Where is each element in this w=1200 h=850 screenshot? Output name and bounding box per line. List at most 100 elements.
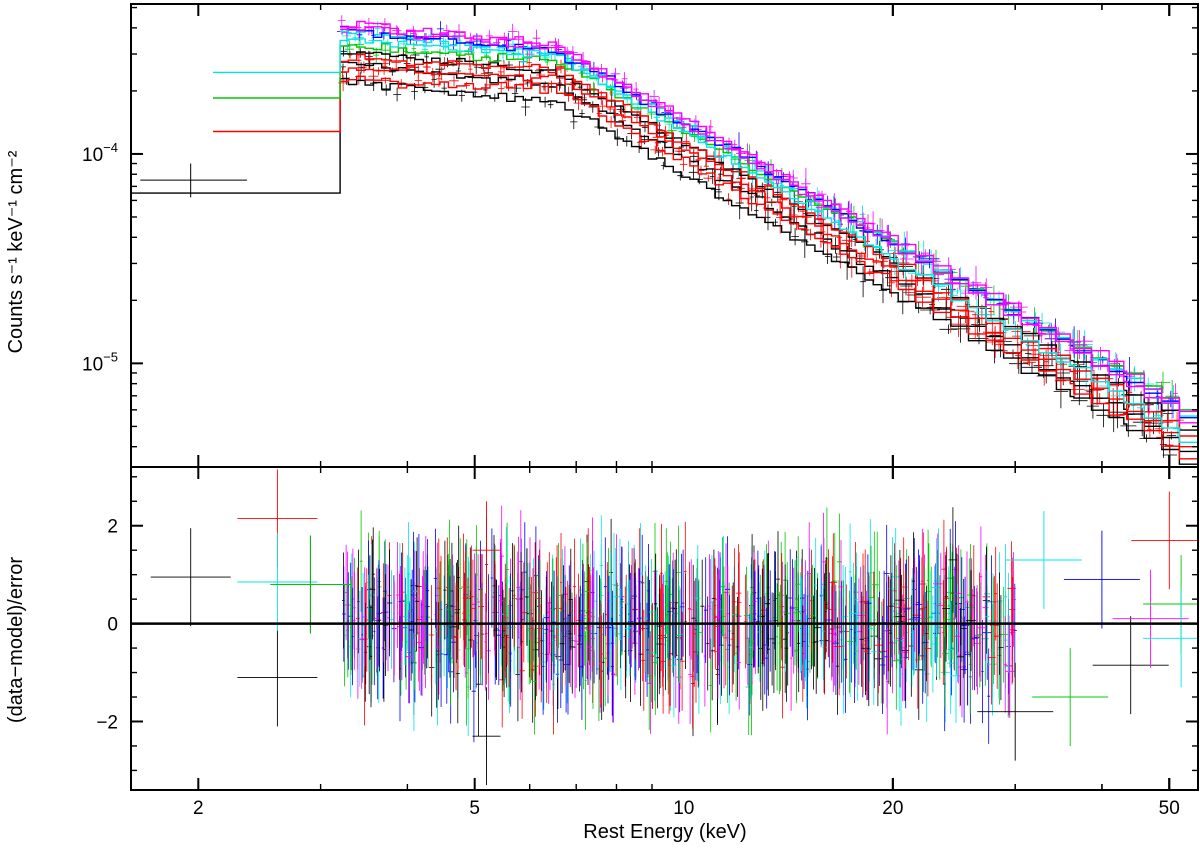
residual-point [784, 594, 789, 702]
residual-point [895, 569, 906, 664]
residual-point [400, 574, 404, 681]
residual-point [874, 597, 883, 694]
residual-point [947, 566, 950, 661]
residual-point [467, 599, 470, 699]
residual-point [530, 577, 533, 681]
data-point-black-mid [339, 63, 347, 71]
residual-point [516, 536, 521, 639]
residual-point [990, 604, 995, 698]
residual-point [395, 542, 400, 649]
residual-point [879, 615, 886, 714]
residual-point [1005, 615, 1013, 716]
axis-labels: Rest Energy (keV) Counts s⁻¹ keV⁻¹ cm⁻² … [5, 150, 747, 843]
residual-point [850, 576, 853, 683]
residual-point [404, 555, 411, 651]
residual-point [795, 536, 801, 633]
data-point-blue [1026, 318, 1043, 328]
residual-point [490, 528, 494, 628]
data-point-magenta-high [364, 17, 374, 36]
residual-point [758, 574, 763, 676]
residual-point [768, 570, 772, 672]
residual-point [647, 544, 651, 638]
residual-point [760, 568, 765, 665]
residual-point [591, 608, 595, 709]
data-point-blue [900, 237, 911, 251]
data-point-cyan-low [1136, 391, 1144, 424]
residual-point [552, 570, 557, 674]
data-point-black-low [547, 101, 554, 109]
data-point-red-low [949, 311, 968, 337]
residual-point [964, 602, 971, 706]
data-point-cyan-low [422, 42, 428, 57]
data-point-red-mid [633, 112, 641, 123]
data-point-blue [1155, 388, 1160, 405]
residual-point [664, 571, 667, 669]
data-point-red-low [703, 174, 714, 182]
residual-point [548, 596, 552, 691]
residual-point [603, 537, 607, 636]
data-point-magenta-high [817, 190, 827, 198]
residual-point [374, 567, 380, 670]
residual-point [866, 575, 874, 682]
model-step-magenta-high [340, 20, 1198, 413]
data-point-magenta-low [998, 298, 1011, 306]
y-tick-label: −2 [96, 712, 118, 733]
data-point-magenta-low [743, 143, 752, 163]
residual-point [931, 565, 938, 663]
data-point-red-high [570, 78, 581, 87]
residual-point [589, 574, 592, 679]
residual-point [715, 574, 721, 679]
residual-point [375, 596, 380, 700]
data-point-black-low [521, 98, 530, 116]
residual-point [976, 582, 984, 688]
data-point-black-low [1160, 431, 1167, 458]
residual-point [848, 523, 852, 621]
residual-point [675, 588, 682, 683]
residual-point [728, 595, 732, 696]
data-point-black-mid [971, 317, 988, 332]
data-point-magenta-low [944, 273, 961, 292]
residual-point [637, 567, 640, 671]
residual-point [833, 591, 839, 695]
residual-point [987, 648, 991, 744]
residual-point [779, 584, 782, 691]
residual-point [447, 519, 452, 625]
residual-point [981, 620, 984, 724]
data-point-black-low [441, 81, 447, 95]
residual-point [568, 548, 573, 650]
residual-point [849, 563, 859, 664]
residual-point [780, 616, 785, 719]
residual-point [998, 586, 1009, 683]
residual-point [910, 578, 913, 686]
residual-point [615, 582, 620, 686]
data-point-black-high [473, 60, 479, 75]
spectrum-y-axis-label: Counts s⁻¹ keV⁻¹ cm⁻² [5, 150, 27, 353]
residual-point [412, 550, 418, 647]
residual-point [954, 584, 960, 682]
residual-point [543, 571, 550, 665]
data-point-cyan-high [859, 205, 866, 224]
data-point-cyan-high [972, 287, 990, 298]
residual-point [399, 615, 402, 722]
residual-point [438, 561, 442, 663]
y-tick-label: 10−4 [82, 140, 118, 166]
data-point-black-low [381, 84, 391, 96]
residual-point [1005, 624, 1015, 718]
residual-point [573, 594, 579, 689]
residual-point [478, 554, 484, 659]
residual-point [673, 603, 678, 708]
residual-point [788, 549, 793, 647]
residual-point [1007, 541, 1016, 636]
data-point-black-low [570, 114, 578, 129]
residual-panel [131, 469, 1198, 786]
data-point-red-low [618, 116, 627, 125]
residual-point [671, 613, 677, 718]
model-step-magenta-low [340, 26, 1198, 424]
model-step-black-mid [340, 61, 1198, 453]
data-point-blue [1168, 390, 1174, 408]
model-step-red-high [340, 53, 1198, 437]
residual-point [405, 610, 412, 704]
residual-point [492, 535, 496, 637]
residual-point [1009, 576, 1016, 683]
